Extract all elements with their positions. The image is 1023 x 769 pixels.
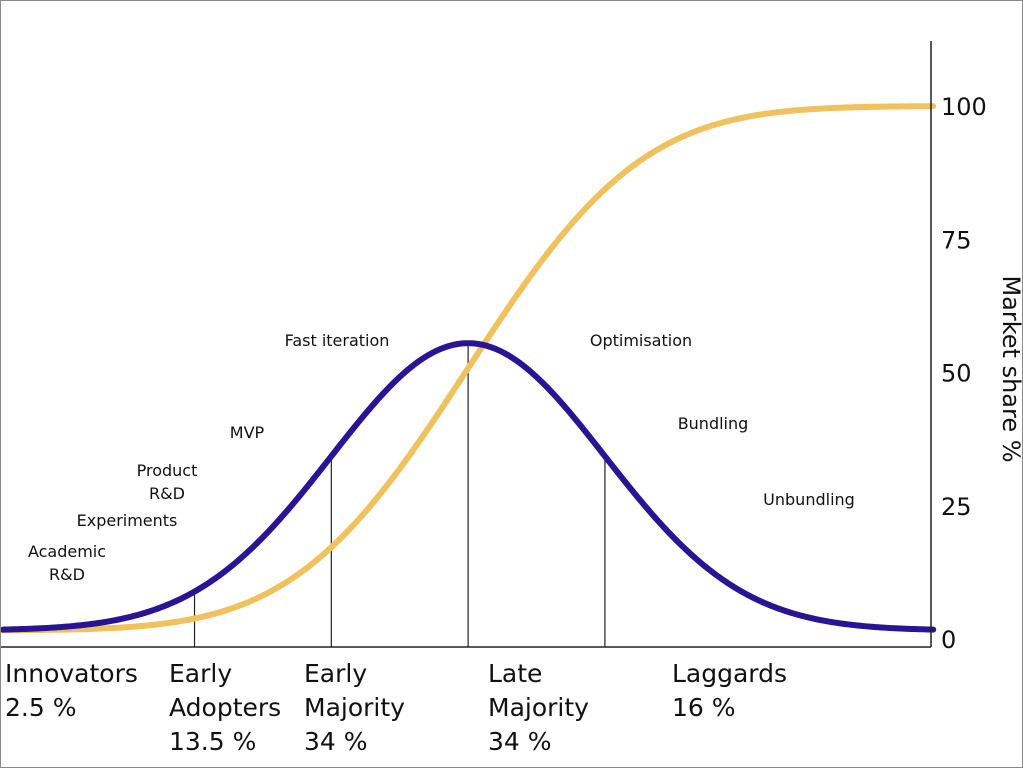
y-axis-ticks: 0 25 50 75 100 bbox=[941, 93, 987, 654]
y-tick-label-50: 50 bbox=[941, 360, 972, 388]
segment-label: Innovators 2.5 % bbox=[5, 659, 138, 722]
segment-label: Early Adopters 13.5 % bbox=[169, 659, 281, 756]
market-share-curve bbox=[1, 103, 937, 634]
annotation-label: Bundling bbox=[678, 414, 749, 433]
segment-label: Early Majority 34 % bbox=[304, 659, 405, 756]
annotation-label: Product R&D bbox=[137, 461, 198, 503]
segment-label: Laggards 16 % bbox=[672, 659, 787, 722]
annotation-label: Optimisation bbox=[590, 331, 692, 350]
y-tick-label-25: 25 bbox=[941, 493, 972, 521]
annotation-label: Academic R&D bbox=[28, 542, 106, 584]
y-tick-label-75: 75 bbox=[941, 226, 972, 254]
annotation-label: Unbundling bbox=[763, 490, 855, 509]
stage-annotations: Academic R&D Experiments Product R&D MVP Fast … bbox=[28, 331, 855, 584]
y-axis-label: Market share % bbox=[997, 275, 1023, 462]
y-tick-label-0: 0 bbox=[941, 626, 956, 654]
annotation-label: MVP bbox=[230, 423, 265, 442]
adoption-bell-curve bbox=[1, 340, 937, 633]
y-tick-label-100: 100 bbox=[941, 93, 987, 121]
annotation-label: Fast iteration bbox=[285, 331, 390, 350]
segment-dividers bbox=[193, 343, 606, 647]
segment-labels: Innovators 2.5 % Early Adopters 13.5 %Early M… bbox=[5, 659, 787, 756]
annotation-label: Experiments bbox=[77, 511, 178, 530]
segment-label: Late Majority 34 % bbox=[488, 659, 589, 756]
